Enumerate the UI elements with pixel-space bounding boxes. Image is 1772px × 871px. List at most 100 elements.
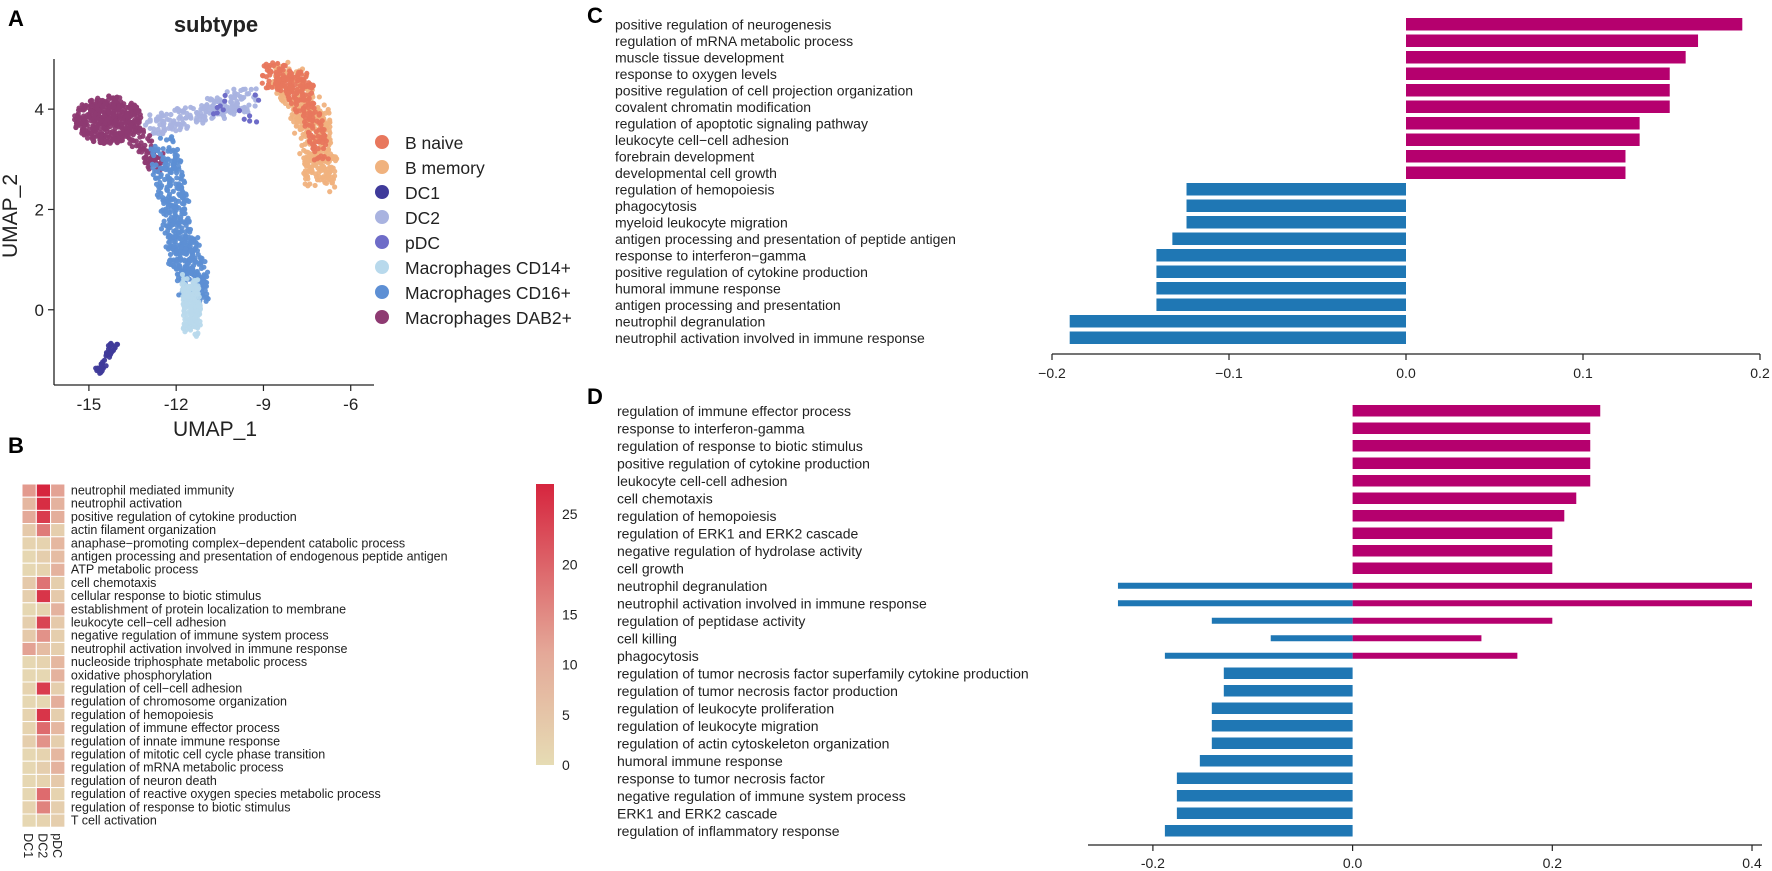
bar-c-bar	[1186, 216, 1406, 229]
bar-d-tick-label: 0.4	[1742, 855, 1762, 871]
heatmap-column-label: DC2	[35, 833, 49, 858]
heatmap-cell	[35, 800, 52, 815]
heatmap-cell	[50, 549, 66, 564]
bar-c-bar	[1069, 315, 1406, 328]
bar-c-label: humoral immune response	[615, 280, 781, 296]
heatmap-cell	[21, 549, 37, 564]
bar-chart-d: regulation of immune effector processres…	[617, 403, 1762, 871]
heatmap-cell	[50, 734, 66, 749]
bar-d-label: cell killing	[617, 630, 677, 646]
bar-c-tick-label: −0.1	[1215, 365, 1243, 381]
heatmap-cell	[35, 483, 52, 498]
bar-d-bar	[1270, 635, 1353, 642]
bar-c-tick-label: 0.0	[1396, 365, 1416, 381]
colorbar-tick-label: 0	[562, 757, 570, 773]
bar-d-label: negative regulation of hydrolase activit…	[617, 543, 862, 559]
bar-c-label: regulation of hemopoiesis	[615, 181, 775, 197]
bar-d-bar	[1164, 825, 1353, 837]
heatmap-cell	[21, 773, 37, 789]
bar-c-label: response to interferon−gamma	[615, 247, 806, 263]
heatmap-cell	[50, 694, 66, 709]
bar-c-x-ticks: −0.2 −0.1 0.0 0.1 0.2	[1038, 354, 1770, 381]
bar-c-bar	[1156, 265, 1406, 278]
bar-d-label: cell chemotaxis	[617, 490, 713, 506]
colorbar-tick-label: 20	[562, 556, 578, 572]
heatmap-cell	[50, 536, 66, 551]
legend-label: B memory	[405, 158, 485, 178]
panel-label-b: B	[8, 433, 24, 458]
bar-d-bar	[1352, 475, 1591, 487]
heatmap-row-label: negative regulation of immune system pro…	[71, 629, 329, 643]
bar-c-bar	[1406, 133, 1640, 146]
bar-c-label: regulation of mRNA metabolic process	[615, 33, 853, 49]
heatmap-row-label: anaphase−promoting complex−dependent cat…	[71, 536, 405, 550]
bar-d-bar	[1211, 720, 1353, 732]
heatmap-cell	[21, 787, 37, 802]
bar-d-labels: regulation of immune effector processres…	[617, 403, 1029, 839]
bar-d-label: regulation of ERK1 and ERK2 cascade	[617, 525, 858, 541]
bar-d-bars	[1117, 405, 1753, 837]
heatmap-cell	[35, 628, 52, 643]
bar-c-label: positive regulation of cell projection o…	[615, 82, 913, 98]
heatmap-cell	[35, 813, 52, 828]
panel-label-a: A	[8, 6, 24, 31]
legend-swatch	[375, 310, 389, 324]
bar-d-bar	[1211, 737, 1353, 749]
bar-d-bar	[1211, 702, 1353, 714]
heatmap-cell	[35, 681, 52, 696]
heatmap-cell	[21, 628, 37, 643]
bar-d-label: regulation of inflammatory response	[617, 823, 840, 839]
bar-c-label: antigen processing and presentation of p…	[615, 231, 956, 247]
heatmap-row-label: cellular response to biotic stimulus	[71, 589, 261, 603]
bar-d-label: regulation of hemopoiesis	[617, 508, 777, 524]
bar-d-bar	[1352, 492, 1577, 504]
heatmap-row-label: regulation of reactive oxygen species me…	[71, 787, 381, 801]
legend-label: Macrophages DAB2+	[405, 308, 572, 328]
bar-d-bar	[1352, 440, 1591, 452]
bar-d-bar	[1117, 582, 1353, 589]
heatmap-cells	[21, 483, 66, 828]
bar-c-bar	[1156, 298, 1406, 311]
bar-d-label: response to interferon-gamma	[617, 420, 805, 436]
bar-c-tick-label: 0.2	[1750, 365, 1770, 381]
heatmap-row-label: cell chemotaxis	[71, 576, 156, 590]
bar-c-bar	[1156, 282, 1406, 295]
bar-d-bar	[1211, 617, 1353, 624]
bar-c-label: regulation of apoptotic signaling pathwa…	[615, 115, 868, 131]
bar-d-bar	[1176, 772, 1353, 784]
bar-d-tick-label: 0.0	[1343, 855, 1363, 871]
heatmap-cell	[21, 615, 37, 630]
bar-c-label: positive regulation of neurogenesis	[615, 16, 831, 32]
heatmap-cell	[50, 483, 66, 498]
bar-c-bar	[1406, 84, 1670, 97]
heatmap-cell	[35, 562, 52, 577]
bar-d-bar	[1223, 667, 1353, 679]
heatmap-row-label: regulation of mRNA metabolic process	[71, 761, 284, 775]
heatmap-cell	[50, 641, 66, 657]
legend-label: Macrophages CD16+	[405, 283, 571, 303]
bar-d-bar	[1176, 790, 1353, 802]
heatmap-cell	[21, 523, 37, 538]
heatmap-cell	[35, 707, 52, 723]
heatmap-cell	[50, 800, 66, 815]
heatmap-cell	[35, 747, 52, 762]
heatmap-cell	[50, 668, 66, 683]
heatmap-cell	[21, 668, 37, 683]
legend-swatch	[375, 185, 389, 199]
colorbar-tick-label: 25	[562, 506, 578, 522]
bar-c-bar	[1186, 199, 1406, 212]
bar-d-bar	[1164, 652, 1353, 659]
bar-c-bar	[1406, 51, 1686, 64]
heatmap-row-label: regulation of chromosome organization	[71, 695, 287, 709]
heatmap-cell	[50, 787, 66, 802]
umap-y-tick-label: 4	[35, 100, 44, 119]
heatmap-row-label: nucleoside triphosphate metabolic proces…	[71, 655, 307, 669]
bar-d-label: phagocytosis	[617, 648, 699, 664]
bar-d-label: ERK1 and ERK2 cascade	[617, 805, 778, 821]
heatmap-row-label: regulation of innate immune response	[71, 734, 280, 748]
heatmap-cell	[35, 694, 52, 709]
umap-x-tick-label: -9	[256, 395, 271, 414]
bar-c-label: neutrophil activation involved in immune…	[615, 330, 925, 346]
heatmap-cell	[35, 575, 52, 591]
